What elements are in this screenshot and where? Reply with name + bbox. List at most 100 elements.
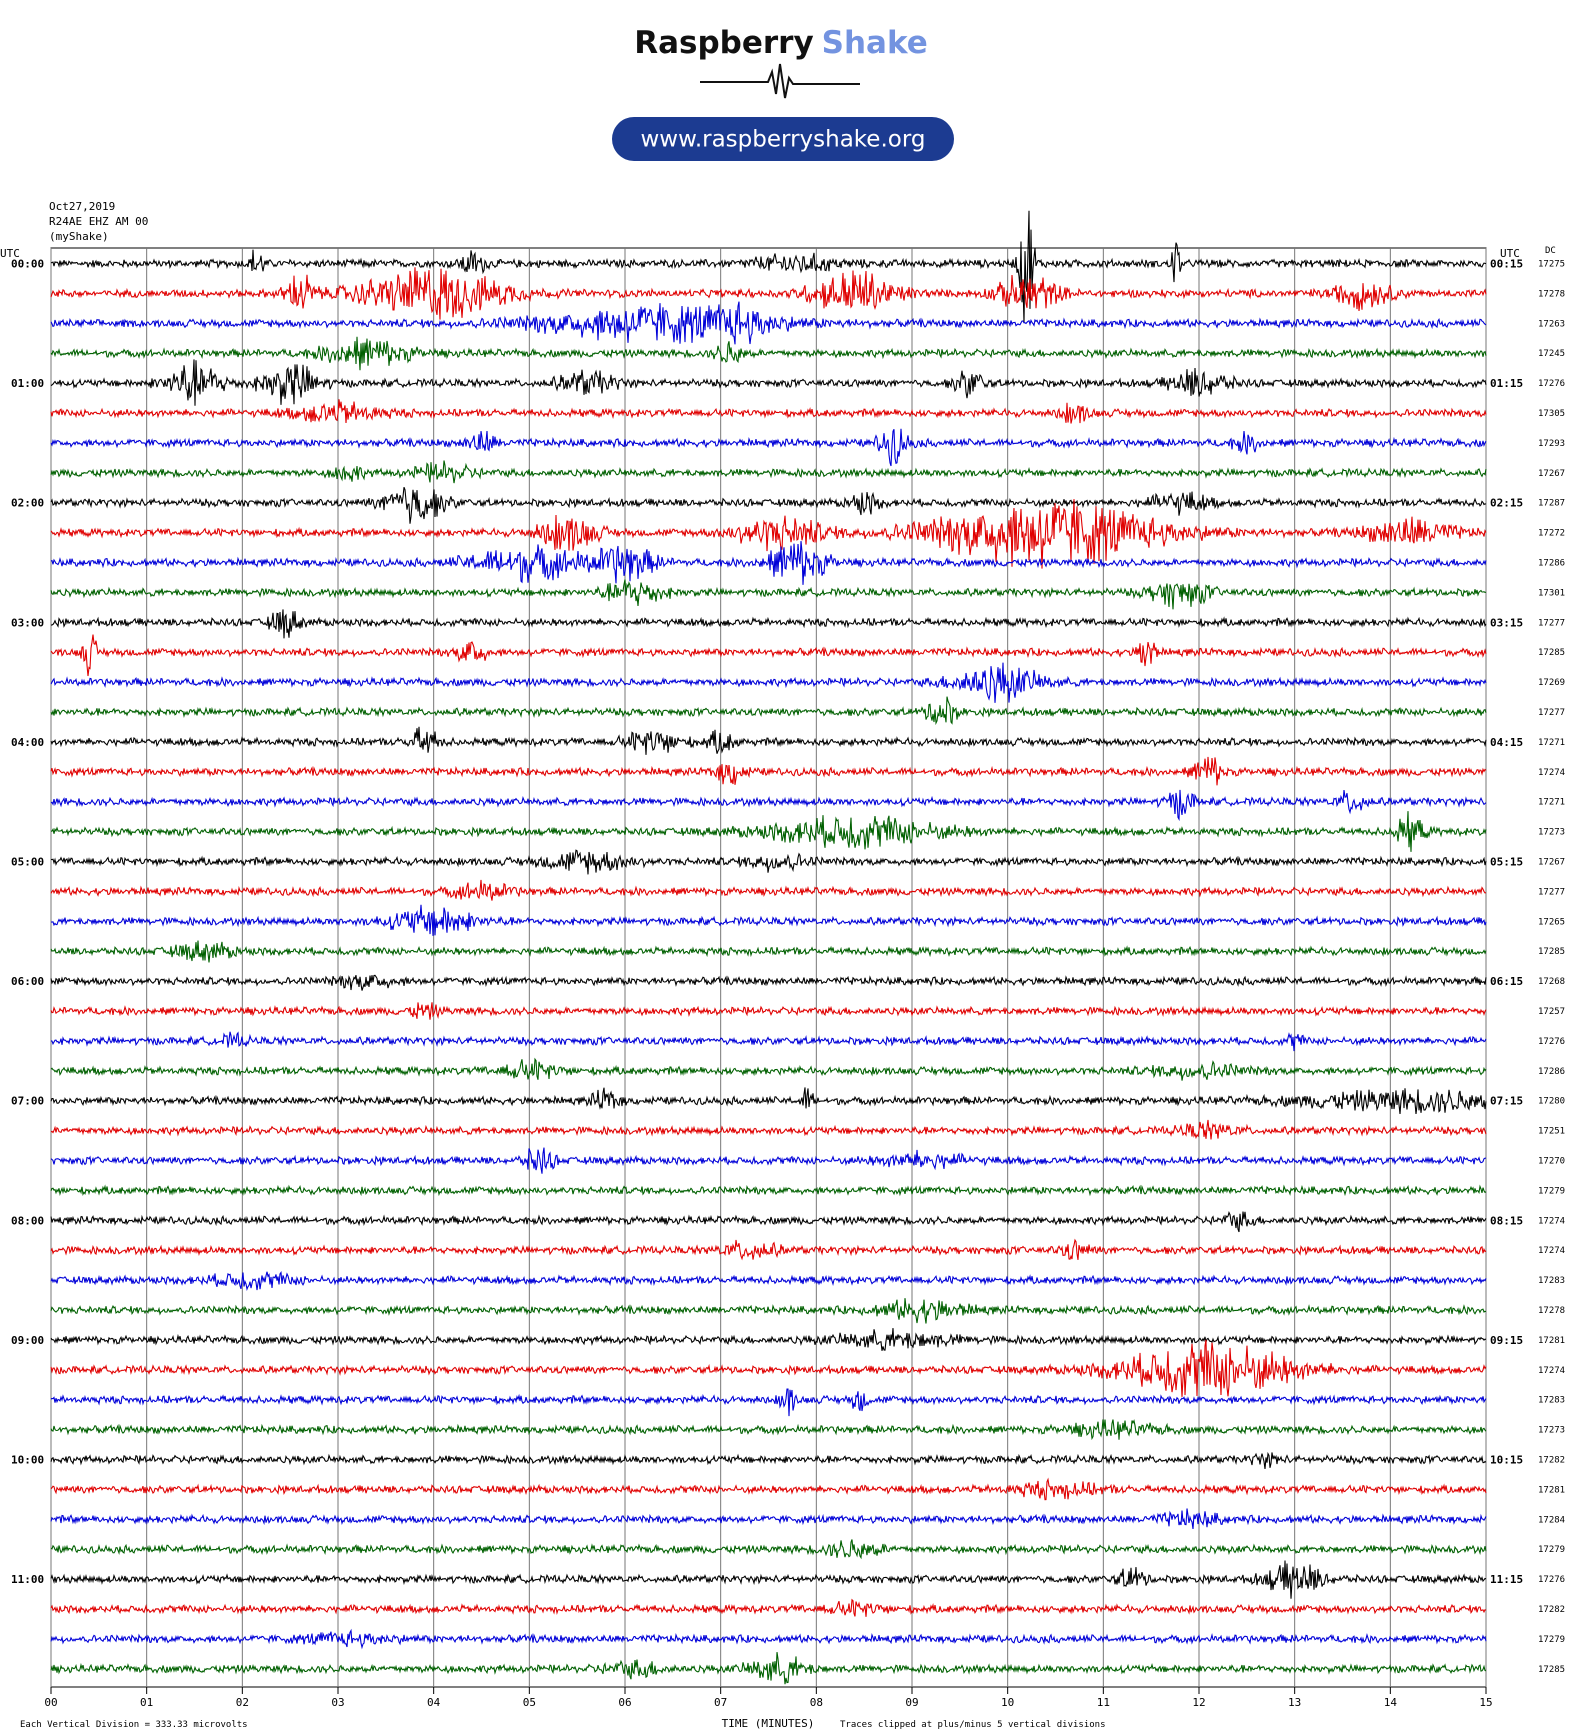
right-time-label: 11:15	[1490, 1573, 1523, 1586]
x-tick-label: 11	[1097, 1696, 1110, 1709]
dc-label: 17278	[1538, 1306, 1565, 1316]
left-time-label: 04:00	[11, 736, 44, 749]
x-tick-label: 07	[714, 1696, 727, 1709]
trace	[50, 789, 1487, 822]
left-time-label: 00:00	[11, 258, 44, 271]
dc-label: 17286	[1538, 559, 1565, 569]
trace	[50, 1451, 1487, 1469]
trace	[50, 1508, 1487, 1529]
dc-label: 17257	[1538, 1007, 1565, 1017]
left-time-label: 07:00	[11, 1095, 44, 1108]
url-pill[interactable]	[612, 117, 954, 161]
dc-label: 17271	[1538, 738, 1565, 748]
trace	[50, 579, 1487, 610]
trace	[50, 609, 1487, 639]
dc-label: 17281	[1538, 1485, 1565, 1495]
right-time-label: 09:15	[1490, 1334, 1523, 1347]
x-axis-title: TIME (MINUTES)	[722, 1717, 815, 1730]
trace	[50, 428, 1487, 467]
dc-title: DC	[1545, 246, 1556, 256]
trace	[50, 267, 1487, 320]
left-time-label: 03:00	[11, 616, 44, 629]
trace	[50, 1057, 1487, 1081]
clip-note: Traces clipped at plus/minus 5 vertical …	[840, 1720, 1106, 1730]
trace	[50, 1419, 1487, 1441]
trace	[50, 1031, 1487, 1052]
owner: (myShake)	[49, 230, 109, 243]
trace	[50, 541, 1487, 585]
trace	[50, 1119, 1487, 1140]
x-tick-label: 00	[44, 1696, 57, 1709]
x-tick-label: 01	[140, 1696, 153, 1709]
dc-label: 17251	[1538, 1127, 1565, 1137]
trace	[50, 662, 1487, 703]
trace	[50, 487, 1487, 524]
trace	[50, 1298, 1487, 1324]
trace	[50, 1087, 1487, 1114]
trace	[50, 696, 1487, 726]
trace	[50, 336, 1487, 371]
dc-label: 17286	[1538, 1067, 1565, 1077]
logo-text: Raspberry Shake	[634, 25, 928, 61]
right-axis-title: UTC	[1500, 247, 1520, 260]
left-time-label: 06:00	[11, 975, 44, 988]
left-time-label: 11:00	[11, 1573, 44, 1586]
trace	[50, 1238, 1487, 1261]
trace	[50, 210, 1487, 323]
dc-label: 17271	[1538, 798, 1565, 808]
dc-label: 17273	[1538, 1426, 1565, 1436]
dc-label: 17281	[1538, 1336, 1565, 1346]
dc-label: 17263	[1538, 319, 1565, 329]
dc-label: 17278	[1538, 289, 1565, 299]
trace	[50, 726, 1487, 755]
trace	[50, 499, 1487, 569]
trace	[50, 879, 1487, 901]
dc-label: 17277	[1538, 618, 1565, 628]
dc-label: 17270	[1538, 1157, 1565, 1167]
trace	[50, 1628, 1487, 1650]
dc-label: 17282	[1538, 1605, 1565, 1615]
trace	[50, 1328, 1487, 1351]
right-time-label: 04:15	[1490, 736, 1523, 749]
dc-label: 17265	[1538, 917, 1565, 927]
dc-label: 17274	[1538, 1246, 1565, 1256]
trace	[50, 1388, 1487, 1417]
dc-label: 17276	[1538, 379, 1565, 389]
dc-label: 17273	[1538, 828, 1565, 838]
url[interactable]: www.raspberryshake.org	[641, 127, 926, 153]
trace	[50, 811, 1487, 852]
plot-frame	[50, 247, 1487, 1688]
trace	[50, 301, 1487, 345]
right-time-label: 01:15	[1490, 377, 1523, 390]
right-time-label: 03:15	[1490, 616, 1523, 629]
brand: Raspberry	[634, 25, 813, 61]
left-time-label: 01:00	[11, 377, 44, 390]
dc-label: 17287	[1538, 499, 1565, 509]
x-tick-label: 05	[523, 1696, 536, 1709]
x-tick-label: 14	[1384, 1696, 1398, 1709]
trace	[50, 1560, 1487, 1599]
dc-label: 17269	[1538, 678, 1565, 688]
x-tick-label: 10	[1001, 1696, 1014, 1709]
dc-label: 17276	[1538, 1037, 1565, 1047]
trace	[50, 634, 1487, 677]
trace	[50, 1270, 1487, 1292]
dc-label: 17277	[1538, 708, 1565, 718]
dc-label: 17272	[1538, 529, 1565, 539]
trace	[50, 849, 1487, 875]
dc-label: 17283	[1538, 1396, 1565, 1406]
trace	[50, 1211, 1487, 1233]
left-time-label: 05:00	[11, 856, 44, 869]
dc-label: 17284	[1538, 1515, 1565, 1525]
dc-label: 17280	[1538, 1097, 1565, 1107]
dc-label: 17268	[1538, 977, 1565, 987]
dc-label: 17279	[1538, 1635, 1565, 1645]
dc-label: 17305	[1538, 409, 1565, 419]
dc-label: 17279	[1538, 1545, 1565, 1555]
trace	[50, 1652, 1487, 1685]
dc-label: 17301	[1538, 588, 1565, 598]
left-time-label: 02:00	[11, 497, 44, 510]
dc-label: 17277	[1538, 887, 1565, 897]
dc-label: 17285	[1538, 947, 1565, 957]
date: Oct27,2019	[49, 200, 115, 213]
